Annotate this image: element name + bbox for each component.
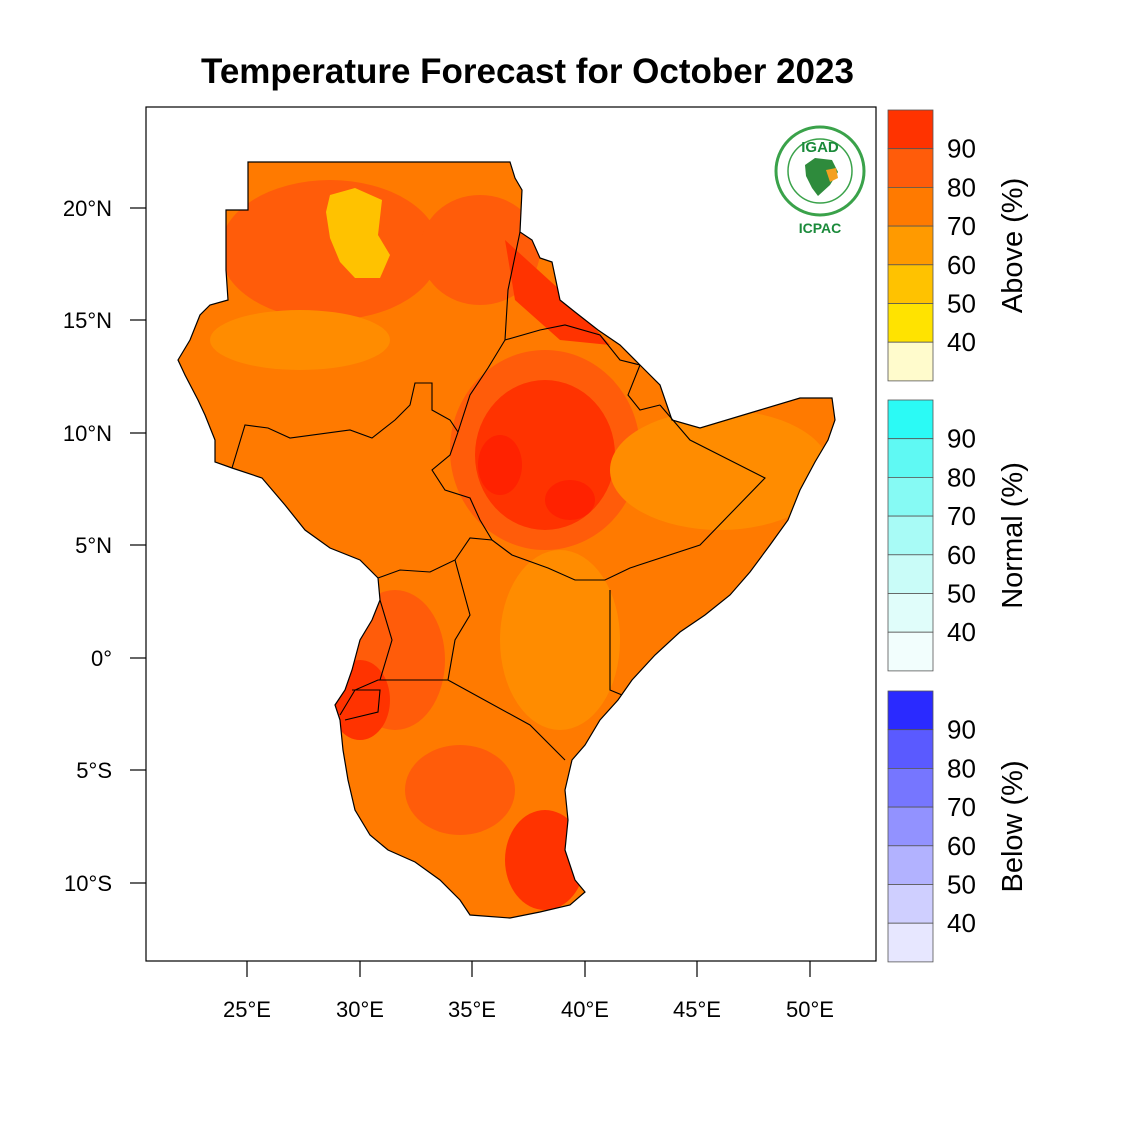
legend-level-label: 50: [947, 870, 976, 900]
legend-swatch: [887, 690, 934, 731]
legend-swatch: [887, 225, 934, 266]
hot-patch: [505, 810, 585, 910]
warm-patch: [220, 180, 440, 320]
legend-swatch: [887, 341, 934, 382]
country-borders: [231, 231, 766, 761]
legend-swatch: [887, 109, 934, 150]
legend-swatch: [887, 631, 934, 672]
legend-title: Normal (%): [997, 462, 1029, 609]
logo-top-text: IGAD: [801, 139, 839, 156]
legend-swatch: [887, 515, 934, 556]
legend-swatch: [887, 768, 934, 808]
legend-level-label: 70: [947, 792, 976, 822]
region-highlight-icon: [826, 168, 838, 182]
cool-patch: [500, 550, 620, 730]
lon-label: 40°E: [561, 997, 609, 1022]
legend-level-label: 80: [947, 172, 976, 202]
legend-level-label: 60: [947, 540, 976, 570]
hottest-patch: [545, 480, 595, 520]
legend-level-label: 60: [947, 831, 976, 861]
lat-label: 5°S: [76, 758, 112, 783]
lat-label: 10°S: [64, 871, 112, 896]
lat-ticks: [130, 207, 146, 884]
legend-below: 90 80 70 60 50 40 Below (%): [887, 690, 1029, 963]
legend-level-label: 80: [947, 753, 976, 783]
logo-bottom-text: ICPAC: [799, 220, 842, 236]
lon-label: 45°E: [673, 997, 721, 1022]
lon-label: 50°E: [786, 997, 834, 1022]
warm-patch: [420, 195, 540, 305]
legend-level-label: 50: [947, 579, 976, 609]
legend-title: Below (%): [997, 760, 1029, 892]
lat-label: 15°N: [63, 308, 112, 333]
legend-swatch: [887, 554, 934, 594]
legend-level-label: 90: [947, 134, 976, 164]
legend-swatch: [887, 438, 934, 478]
lon-label: 35°E: [448, 997, 496, 1022]
legend-swatch: [887, 399, 934, 440]
yellow-patch: [326, 188, 390, 278]
lat-label: 5°N: [75, 533, 112, 558]
cool-patch: [210, 310, 390, 370]
lat-label: 10°N: [63, 421, 112, 446]
lon-label: 30°E: [336, 997, 384, 1022]
lat-label: 20°N: [63, 196, 112, 221]
igad-icpac-logo: IGAD ICPAC: [774, 125, 866, 236]
legend-swatch: [887, 729, 934, 769]
legend-level-label: 70: [947, 211, 976, 241]
legend-above: 90 80 70 60 50 40 Above (%): [887, 109, 1029, 382]
legend-level-label: 70: [947, 501, 976, 531]
legend-swatch: [887, 264, 934, 304]
map-title: Temperature Forecast for October 2023: [201, 52, 854, 91]
legend-level-label: 40: [947, 617, 976, 647]
hottest-patch: [478, 435, 522, 495]
lat-label: 0°: [91, 646, 112, 671]
legend-level-label: 60: [947, 250, 976, 280]
legend-swatch: [887, 593, 934, 633]
legend-swatch: [887, 148, 934, 188]
legend-swatch: [887, 303, 934, 343]
legend-level-label: 80: [947, 462, 976, 492]
lon-ticks: [246, 961, 811, 977]
legend-level-label: 50: [947, 289, 976, 319]
legend-swatch: [887, 186, 934, 227]
warm-patch: [405, 745, 515, 835]
lon-label: 25°E: [223, 997, 271, 1022]
legend-level-label: 90: [947, 715, 976, 745]
legend-title: Above (%): [997, 178, 1029, 313]
africa-map-icon: [805, 158, 838, 196]
legend-normal: 90 80 70 60 50 40 Normal (%): [887, 399, 1029, 672]
legend-swatch: [887, 922, 934, 963]
legend-level-label: 40: [947, 908, 976, 938]
legend-level-label: 90: [947, 424, 976, 454]
legend-swatch: [887, 476, 934, 517]
legend-level-label: 40: [947, 327, 976, 357]
legend-swatch: [887, 806, 934, 847]
legend-swatch: [887, 884, 934, 924]
cool-patch: [610, 410, 830, 530]
legend-swatch: [887, 845, 934, 885]
